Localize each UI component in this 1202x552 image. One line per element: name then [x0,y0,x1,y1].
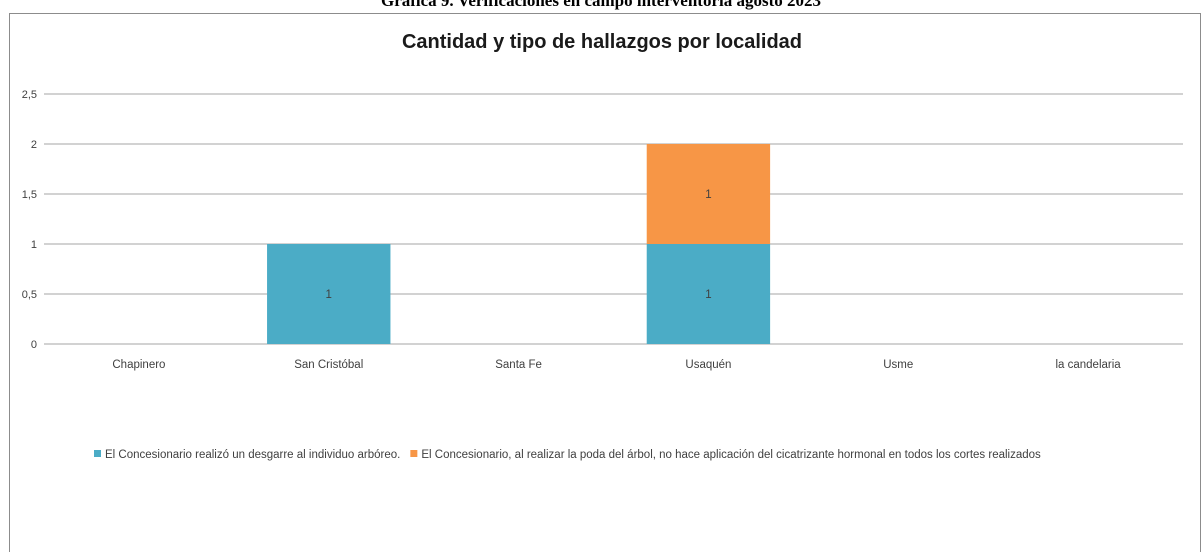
chart-title: Cantidad y tipo de hallazgos por localid… [402,31,802,53]
bar [646,244,771,344]
y-tick-label: 0,5 [22,289,37,301]
x-tick-label: Usaquén [685,359,731,371]
y-tick-label: 1 [31,239,37,251]
legend-swatch [410,450,418,457]
legend-swatch [94,450,101,457]
x-tick-label: Santa Fe [495,359,542,371]
gridlines [44,93,1183,345]
y-tick-label: 2 [31,139,37,151]
x-axis-categories: Chapinero San Cristóbal Santa Fe Usaquén Usm… [112,359,1121,371]
y-axis-ticks: 0 0,5 1 1,5 2 2,5 [22,89,37,351]
bars [267,144,771,344]
y-tick-label: 0 [31,339,37,351]
data-label: 1 [705,289,711,301]
x-tick-label: la candelaria [1055,359,1121,371]
legend-label: El Concesionario, al realizar la poda de… [421,449,1041,461]
data-label: 1 [705,189,711,201]
data-labels: 1 1 1 [326,189,712,301]
x-tick-label: Usme [883,359,913,371]
x-tick-label: Chapinero [112,359,165,371]
chart-frame [9,13,1201,552]
data-label: 1 [326,289,332,301]
bar [267,244,391,344]
x-tick-label: San Cristóbal [294,359,363,371]
bar [646,144,771,244]
y-tick-label: 1,5 [22,189,37,201]
legend: El Concesionario realizó un desgarre al … [94,449,1041,461]
legend-label: El Concesionario realizó un desgarre al … [105,449,400,461]
figure-caption: Gráfica 9. Verificaciones en campo inter… [380,0,822,10]
y-tick-label: 2,5 [22,89,37,101]
